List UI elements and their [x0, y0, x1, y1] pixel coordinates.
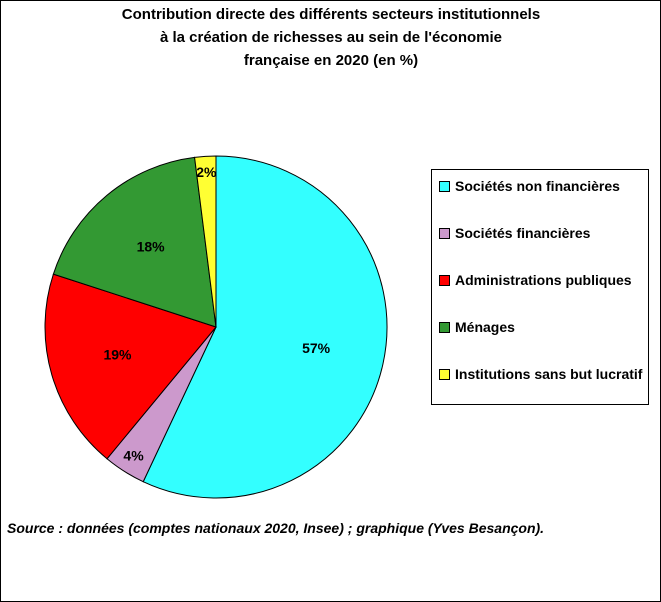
data-label: 4% — [123, 448, 144, 464]
chart-title: Contribution directe des différents sect… — [122, 6, 540, 23]
pie-slice — [142, 155, 388, 499]
chart-title: française en 2020 (en %) — [244, 52, 418, 69]
legend-item: Ménages — [436, 317, 644, 337]
legend-label: Ménages — [455, 319, 515, 335]
legend-label: Institutions sans but lucratif — [455, 366, 643, 382]
legend-swatch — [439, 181, 450, 192]
legend-item: Sociétés financières — [436, 223, 644, 243]
legend-swatch — [439, 369, 450, 380]
data-label: 57% — [302, 340, 331, 356]
legend: Sociétés non financières Sociétés financi… — [431, 169, 649, 405]
pie-slice — [194, 155, 217, 328]
legend-label: Administrations publiques — [455, 272, 632, 288]
legend-label: Sociétés financières — [455, 225, 591, 241]
legend-swatch — [439, 228, 450, 239]
data-label: 19% — [103, 346, 132, 362]
legend-item: Sociétés non financières — [436, 176, 644, 216]
legend-item: Institutions sans but lucratif — [436, 364, 644, 404]
chart-title: à la création de richesses au sein de l'… — [160, 29, 502, 46]
data-label: 18% — [137, 239, 166, 255]
legend-label: Sociétés non financières — [455, 178, 620, 194]
legend-swatch — [439, 322, 450, 333]
data-label: 2% — [196, 164, 217, 180]
pie-slice — [52, 156, 217, 328]
source: Source : données (comptes nationaux 2020… — [7, 520, 545, 536]
pie-slice — [44, 273, 217, 460]
legend-swatch — [439, 275, 450, 286]
legend-item: Administrations publiques — [436, 270, 644, 310]
